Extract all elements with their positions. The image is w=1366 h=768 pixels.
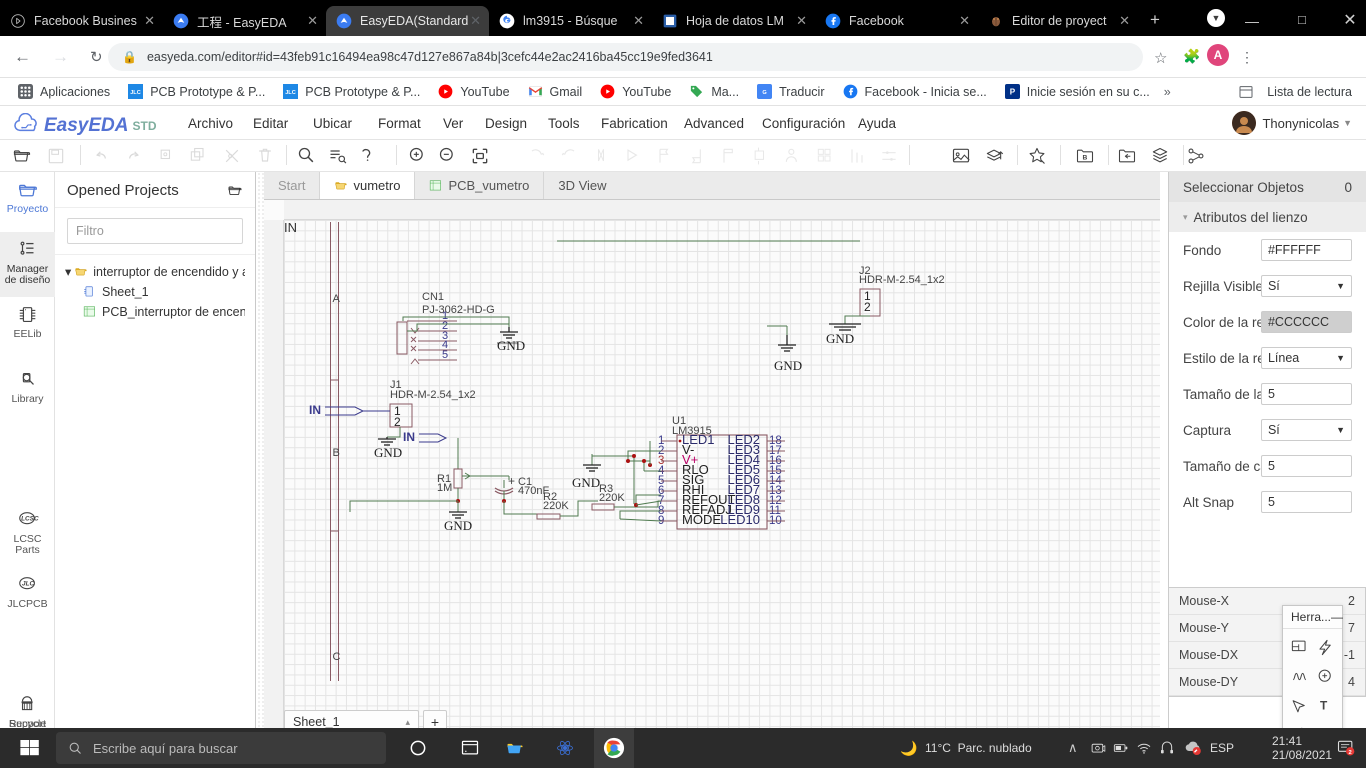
svg-text:PJ-3062-HD-G: PJ-3062-HD-G: [422, 304, 495, 316]
svg-text:CN1: CN1: [422, 291, 444, 303]
svg-text:+: +: [508, 474, 515, 488]
svg-text:GND: GND: [826, 331, 854, 346]
svg-text:C: C: [333, 651, 341, 663]
svg-text:A: A: [333, 293, 341, 305]
svg-text:MODE: MODE: [682, 512, 721, 527]
svg-text:GND: GND: [374, 445, 402, 460]
svg-text:P: P: [1010, 88, 1016, 97]
svg-text:220K: 220K: [599, 492, 625, 504]
svg-text:B: B: [1083, 154, 1088, 161]
svg-text:2: 2: [864, 300, 871, 314]
svg-text:JLC: JLC: [285, 90, 296, 96]
svg-text:B: B: [333, 447, 340, 459]
svg-text:JLC: JLC: [22, 580, 34, 587]
svg-text:2: 2: [394, 415, 401, 429]
svg-text:HDR-M-2.54_1x2: HDR-M-2.54_1x2: [859, 274, 945, 286]
svg-text:G: G: [762, 90, 767, 96]
svg-text:HDR-M-2.54_1x2: HDR-M-2.54_1x2: [390, 389, 476, 401]
svg-text:GND: GND: [774, 358, 802, 373]
svg-text:IN: IN: [309, 403, 321, 417]
svg-text:JLC: JLC: [130, 90, 141, 96]
svg-text:5: 5: [442, 349, 448, 361]
svg-text:GND: GND: [497, 338, 525, 353]
svg-text:220K: 220K: [543, 500, 569, 512]
svg-text:T: T: [1320, 698, 1328, 712]
svg-text:LED10: LED10: [720, 512, 760, 527]
svg-text:1M: 1M: [437, 482, 452, 494]
svg-text:GND: GND: [444, 518, 472, 533]
svg-text:LCSC: LCSC: [21, 515, 39, 522]
svg-text:GND: GND: [572, 475, 600, 490]
svg-text:IN: IN: [403, 430, 415, 444]
